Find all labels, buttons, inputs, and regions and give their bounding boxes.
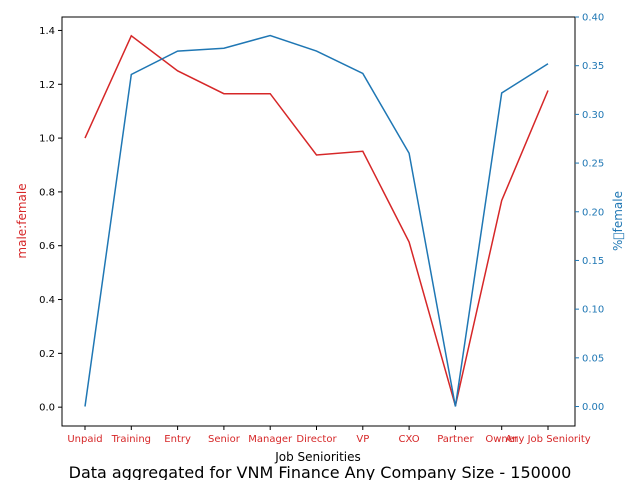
x-tick-label: Training [111,434,151,445]
y-axis-left-label: male:female [15,183,29,258]
y-right-tick-label: 0.35 [582,61,604,72]
y-right-tick-label: 0.00 [582,402,604,413]
series-line-male-female-ratio [84,34,549,407]
y-left-tick-label: 0.4 [39,295,55,306]
right-axis: 0.00 0.05 0.10 0.15 0.20 0.25 0.30 0.35 0.40 [575,13,604,413]
y-left-tick-label: 0.6 [39,241,55,252]
x-tick-label: Owner [485,434,519,445]
series-line-percent-female [84,34,549,407]
x-tick-label: Entry [164,434,191,445]
y-left-tick-label: 1.0 [39,134,55,145]
y-left-tick-label: 1.2 [39,80,55,91]
y-left-tick-label: 0.0 [39,403,55,414]
y-left-tick-label: 1.4 [39,26,55,37]
y-right-tick-label: 0.25 [582,159,604,170]
x-tick-label: Director [296,434,337,445]
left-axis: 0.0 0.2 0.4 0.6 0.8 1.0 1.2 1.4 [39,26,62,414]
chart-title: Data aggregated for VNM Finance Any Comp… [69,463,572,480]
x-tick-label: Unpaid [67,434,102,445]
x-axis-label: Job Seniorities [274,450,361,464]
y-left-tick-label: 0.8 [39,187,55,198]
y-right-tick-label: 0.10 [582,305,604,316]
x-axis: Unpaid Training Entry Senior Manager Director… [67,426,591,445]
y-right-tick-label: 0.15 [582,256,604,267]
y-right-tick-label: 0.20 [582,207,604,218]
series-layer [84,34,549,407]
y-axis-right-label: % female [611,191,625,251]
y-right-tick-label: 0.40 [582,13,604,24]
y-right-tick-label: 0.30 [582,110,604,121]
x-tick-label: Any Job Seniority [505,434,590,445]
x-tick-label: Partner [437,434,474,445]
y-right-tick-label: 0.05 [582,353,604,364]
x-tick-label: Manager [248,434,293,445]
plot-frame [61,16,576,427]
x-tick-label: VP [356,434,369,445]
x-tick-label: Senior [208,434,241,445]
y-left-tick-label: 0.2 [39,349,55,360]
x-tick-label: CXO [399,434,420,445]
